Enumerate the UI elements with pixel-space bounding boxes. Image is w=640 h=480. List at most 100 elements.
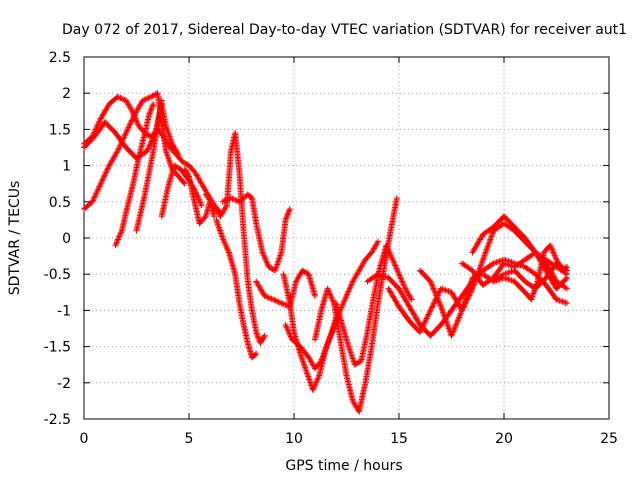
data-point (387, 252, 394, 259)
data-point (397, 274, 404, 281)
data-point (263, 259, 270, 266)
data-point (450, 328, 457, 335)
data-point (268, 295, 275, 302)
data-point (93, 190, 100, 197)
data-point (230, 196, 237, 203)
data-point (225, 196, 232, 203)
data-point (91, 193, 98, 200)
data-point (399, 279, 406, 286)
data-point (94, 187, 101, 194)
data-point (115, 146, 122, 153)
data-point (116, 94, 122, 101)
data-point (444, 321, 451, 328)
data-point (430, 301, 437, 308)
data-point (213, 218, 220, 225)
data-point (221, 198, 227, 205)
data-point (329, 328, 336, 335)
data-point (427, 278, 434, 285)
data-point (486, 239, 493, 246)
y-tick-label: -2 (57, 376, 71, 392)
data-point (261, 253, 268, 260)
data-point (175, 151, 182, 158)
data-point (488, 232, 495, 239)
data-point (104, 166, 111, 173)
data-point (325, 287, 332, 294)
data-point (456, 313, 463, 320)
series-track-9 (213, 216, 260, 361)
data-point (443, 319, 450, 326)
data-point (144, 148, 150, 155)
data-point (267, 264, 274, 271)
data-point (163, 151, 170, 158)
data-point (442, 315, 449, 322)
data-point (505, 269, 512, 276)
data-point (390, 258, 397, 265)
data-point (327, 292, 334, 299)
data-point (393, 265, 400, 272)
data-point (228, 195, 234, 202)
data-point (92, 191, 99, 198)
data-point (145, 143, 152, 150)
data-point (399, 278, 406, 285)
data-point (419, 323, 426, 330)
data-point (262, 255, 269, 262)
data-point (148, 105, 155, 112)
data-point (346, 287, 353, 294)
data-point (327, 334, 334, 341)
data-point (285, 208, 292, 215)
data-point (348, 352, 355, 359)
data-point (347, 282, 354, 289)
data-point (433, 292, 440, 299)
series-track-6 (158, 162, 205, 220)
data-point (98, 179, 105, 186)
data-point (116, 232, 123, 239)
y-tick-labels: -2.5 -2 -1.5 -1 -0.5 0 0.5 1 1.5 2 2.5 (44, 50, 71, 428)
data-point (481, 253, 488, 260)
series-track-10 (219, 191, 293, 274)
data-point (330, 326, 337, 333)
data-point (261, 332, 268, 339)
data-point (478, 259, 485, 266)
data-point (285, 329, 292, 336)
data-point (217, 228, 224, 235)
data-point (471, 281, 478, 288)
data-point (299, 267, 306, 274)
data-point (130, 114, 137, 121)
data-point (432, 289, 439, 296)
data-point (267, 295, 274, 302)
series-track-14 (312, 195, 400, 415)
data-point (298, 355, 305, 362)
data-point (350, 357, 357, 364)
data-point (147, 107, 154, 114)
data-point (455, 315, 462, 322)
data-point (442, 316, 449, 323)
data-point (387, 250, 394, 257)
data-point (401, 282, 408, 289)
data-point (214, 221, 221, 228)
data-point (298, 353, 305, 360)
data-point (385, 248, 392, 255)
data-point (216, 227, 223, 234)
data-point (443, 318, 450, 325)
data-point (325, 338, 332, 345)
data-point (127, 120, 134, 127)
data-point (252, 351, 259, 358)
data-point (431, 286, 437, 293)
data-point (277, 250, 284, 257)
data-point (218, 230, 225, 237)
data-point (329, 329, 336, 336)
data-point (495, 258, 501, 265)
data-point (259, 249, 266, 256)
data-point (550, 250, 557, 257)
data-point (489, 261, 496, 268)
data-point (262, 256, 269, 263)
data-point (346, 285, 353, 292)
data-point (219, 198, 226, 205)
data-point (483, 248, 490, 255)
data-point (268, 265, 275, 272)
data-point (476, 266, 483, 273)
data-point (552, 253, 559, 260)
data-point (418, 326, 425, 333)
data-point (105, 163, 112, 170)
